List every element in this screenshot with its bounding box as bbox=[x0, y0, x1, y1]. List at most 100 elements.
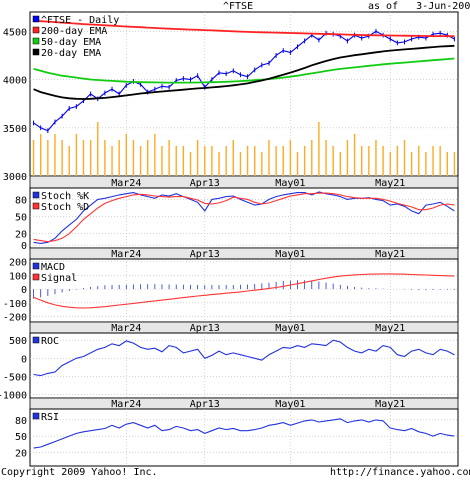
volume-bar bbox=[254, 146, 256, 176]
y-tick-label: 4000 bbox=[3, 76, 27, 87]
volume-bar bbox=[353, 134, 356, 176]
x-tick-label: May01 bbox=[275, 399, 305, 410]
legend-label: Stoch %D bbox=[41, 202, 89, 213]
source-url[interactable]: http://finance.yahoo.com/ bbox=[330, 467, 470, 478]
volume-bar bbox=[104, 140, 106, 176]
series-line bbox=[33, 19, 455, 38]
legend-label: RSI bbox=[41, 412, 59, 423]
volume-bar bbox=[218, 152, 220, 176]
x-tick-label: Mar24 bbox=[111, 399, 141, 410]
y-tick-label: 3500 bbox=[3, 124, 27, 135]
volume-bar bbox=[403, 140, 406, 176]
panel-frame bbox=[29, 332, 459, 399]
volume-bar bbox=[132, 140, 135, 176]
volume-bar bbox=[239, 152, 242, 176]
volume-bar bbox=[161, 146, 163, 176]
y-tick-label: 0 bbox=[21, 285, 27, 296]
volume-bar bbox=[375, 140, 377, 176]
volume-bar bbox=[368, 146, 370, 176]
volume-bar bbox=[282, 146, 284, 176]
volume-bar bbox=[289, 140, 292, 176]
y-tick-label: 0 bbox=[21, 354, 27, 365]
series-line bbox=[33, 44, 455, 100]
volume-bar bbox=[275, 146, 277, 176]
volume-bar bbox=[175, 146, 177, 176]
volume-bar bbox=[318, 122, 320, 176]
copyright-text: Copyright 2009 Yahoo! Inc. bbox=[1, 467, 158, 478]
x-tick-label: May01 bbox=[275, 323, 305, 334]
volume-bar bbox=[204, 146, 206, 176]
y-tick-label: 4500 bbox=[3, 27, 27, 38]
x-tick-label: May21 bbox=[375, 399, 405, 410]
y-tick-label: 20 bbox=[15, 448, 27, 459]
y-tick-label: -100 bbox=[3, 299, 27, 310]
panel-price bbox=[29, 11, 459, 189]
volume-bar bbox=[389, 152, 391, 176]
volume-bar bbox=[339, 152, 341, 176]
panel-roc bbox=[29, 332, 459, 410]
panel-rsi bbox=[29, 408, 459, 467]
volume-bar bbox=[47, 140, 49, 176]
volume-bar bbox=[225, 146, 227, 176]
volume-bar bbox=[75, 134, 78, 176]
y-tick-label: 500 bbox=[9, 336, 27, 347]
legend-label: ROC bbox=[41, 336, 59, 347]
panel-frame bbox=[29, 11, 459, 177]
y-tick-label: 50 bbox=[15, 213, 27, 224]
volume-bar bbox=[32, 140, 35, 176]
x-tick-label: Apr13 bbox=[190, 249, 220, 260]
volume-bar bbox=[139, 146, 142, 176]
panel-frame bbox=[29, 187, 459, 249]
series-line bbox=[33, 192, 455, 243]
volume-bar bbox=[410, 152, 413, 176]
volume-bar bbox=[111, 146, 113, 176]
volume-bar bbox=[40, 134, 42, 176]
y-tick-label: 3000 bbox=[3, 172, 27, 183]
x-tick-label: Apr13 bbox=[190, 323, 220, 334]
y-tick-label: -500 bbox=[3, 372, 27, 383]
legend-swatch bbox=[32, 26, 40, 34]
volume-bar bbox=[54, 134, 56, 176]
volume-bar bbox=[182, 146, 185, 176]
series-line bbox=[33, 339, 455, 377]
volume-bar bbox=[246, 146, 249, 176]
x-tick-label: Mar24 bbox=[111, 249, 141, 260]
volume-bar bbox=[425, 152, 427, 176]
volume-bar bbox=[89, 140, 92, 176]
volume-bar bbox=[418, 146, 420, 176]
legend-swatch bbox=[32, 412, 40, 420]
volume-bar bbox=[147, 140, 149, 176]
legend-label: 200-day EMA bbox=[41, 26, 107, 37]
legend-swatch bbox=[32, 15, 40, 23]
volume-bar bbox=[439, 146, 441, 176]
series-line bbox=[33, 418, 455, 449]
y-tick-label: 100 bbox=[9, 271, 27, 282]
volume-bar bbox=[268, 140, 270, 176]
legend-label: ^FTSE - Daily bbox=[41, 15, 119, 26]
volume-bar bbox=[303, 146, 306, 176]
volume-bar bbox=[154, 134, 156, 176]
panel-frame bbox=[29, 258, 459, 323]
volume-bar bbox=[196, 140, 199, 176]
y-tick-label: 80 bbox=[15, 416, 27, 427]
legend-label: MACD bbox=[41, 262, 65, 273]
volume-bar bbox=[296, 152, 299, 176]
x-tick-label: May01 bbox=[275, 249, 305, 260]
volume-bar bbox=[446, 152, 448, 176]
legend-swatch bbox=[32, 262, 40, 270]
volume-bar bbox=[361, 146, 363, 176]
series-line bbox=[33, 273, 455, 309]
chart-symbol: ^FTSE bbox=[223, 1, 254, 12]
legend-swatch bbox=[32, 336, 40, 344]
legend-swatch bbox=[32, 37, 40, 45]
volume-bar bbox=[346, 140, 349, 176]
volume-bar bbox=[332, 146, 334, 176]
series-line bbox=[33, 191, 455, 244]
volume-bar bbox=[261, 152, 263, 176]
y-tick-label: 50 bbox=[15, 432, 27, 443]
volume-bar bbox=[68, 146, 70, 176]
x-tick-label: Apr13 bbox=[190, 399, 220, 410]
volume-bar bbox=[82, 140, 85, 176]
legend-swatch bbox=[32, 202, 40, 210]
as-of-date: as of 3-Jun-2009 bbox=[368, 1, 470, 12]
